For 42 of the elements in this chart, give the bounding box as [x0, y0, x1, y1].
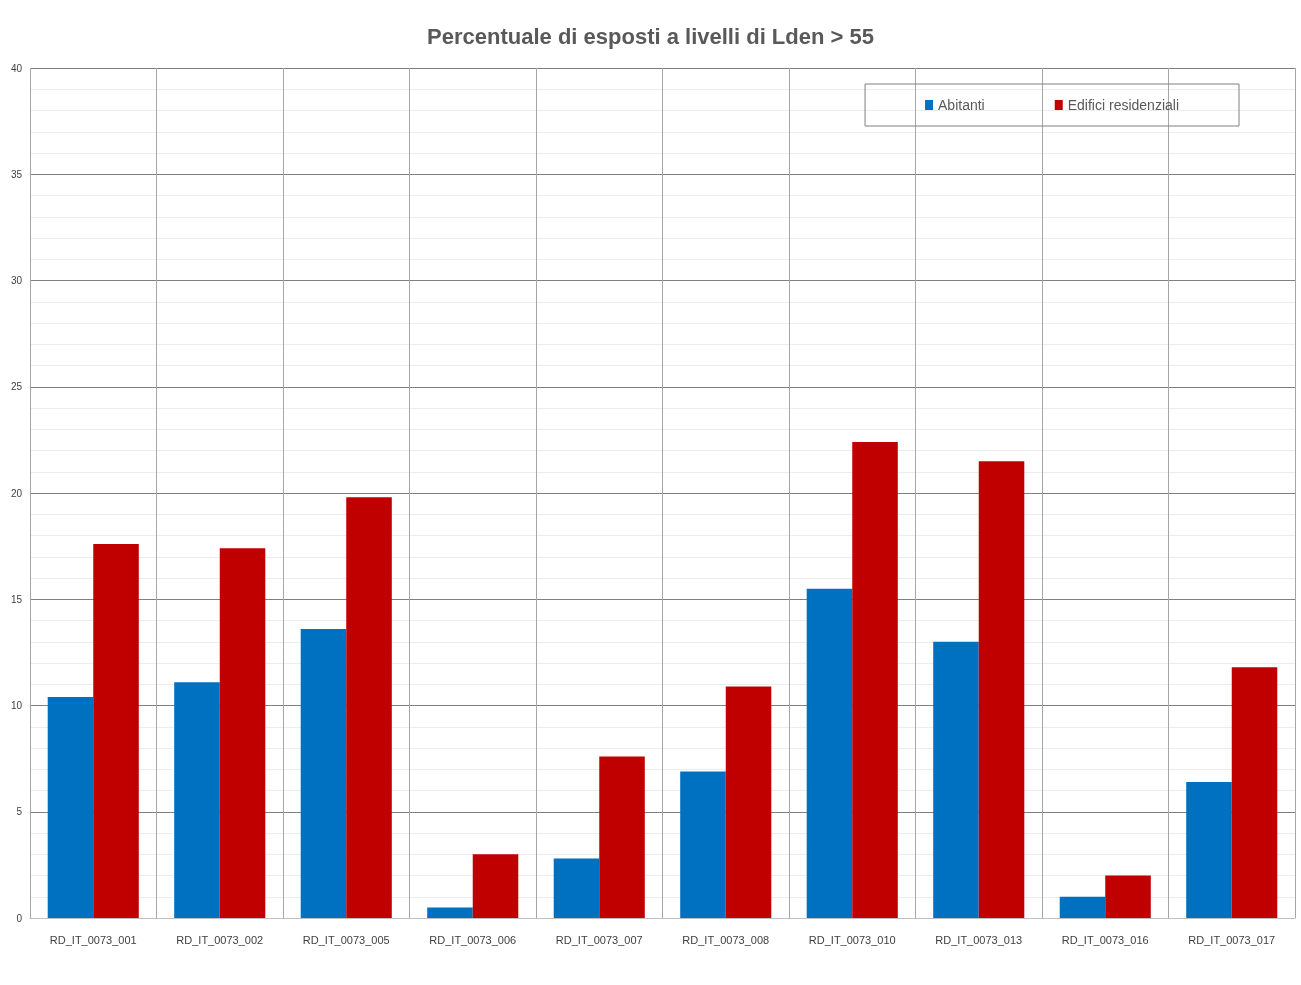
x-tick-label: RD_IT_0073_001 [49, 933, 137, 946]
bar [346, 497, 392, 918]
legend-label: Abitanti [938, 97, 985, 113]
bar [93, 544, 139, 918]
x-tick-label: RD_IT_0073_002 [176, 933, 264, 946]
chart-title: Percentuale di esposti a livelli di Lden > 55 [427, 23, 874, 49]
bar [852, 442, 898, 918]
bar [47, 697, 94, 918]
x-tick-label: RD_IT_0073_010 [808, 933, 896, 946]
bar [427, 907, 473, 918]
bar [978, 461, 1025, 918]
bar [599, 756, 645, 918]
y-tick-label: 15 [10, 593, 23, 605]
y-tick-label: 35 [10, 168, 23, 180]
y-tick-label: 5 [16, 806, 23, 818]
x-tick-label: RD_IT_0073_017 [1188, 933, 1276, 946]
bar [933, 641, 979, 918]
x-tick-label: RD_IT_0073_005 [302, 933, 390, 946]
bar [1059, 896, 1106, 918]
bar [472, 854, 519, 918]
bar [1105, 875, 1151, 918]
bar [1186, 782, 1232, 918]
x-tick-label: RD_IT_0073_008 [682, 933, 770, 946]
x-tick-label: RD_IT_0073_007 [555, 933, 643, 946]
bar [1231, 667, 1278, 918]
y-tick-label: 25 [10, 381, 23, 393]
bar [174, 682, 220, 918]
bar [300, 629, 347, 918]
y-tick-label: 40 [10, 62, 23, 74]
bar [806, 588, 853, 918]
bar [725, 686, 772, 918]
x-tick-label: RD_IT_0073_013 [935, 933, 1023, 946]
bar [553, 858, 600, 918]
bar [680, 771, 726, 918]
bar [219, 548, 266, 918]
x-tick-label: RD_IT_0073_006 [429, 933, 517, 946]
y-tick-label: 0 [16, 912, 23, 924]
y-tick-label: 30 [10, 275, 23, 286]
y-tick-label: 20 [10, 487, 23, 499]
y-tick-label: 10 [10, 700, 23, 711]
x-tick-label: RD_IT_0073_016 [1061, 933, 1149, 946]
legend-label: Edifici residenziali [1067, 97, 1180, 113]
